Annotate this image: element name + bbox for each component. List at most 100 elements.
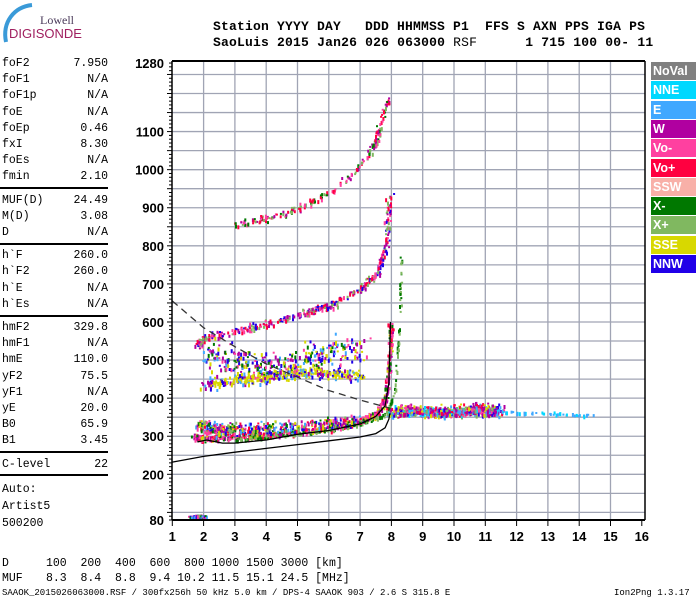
echo-point: [266, 422, 269, 426]
echo-point: [248, 351, 251, 356]
echo-point: [215, 380, 218, 384]
echo-point: [256, 364, 259, 369]
echo-point: [486, 410, 489, 415]
echo-point: [238, 434, 241, 438]
echo-point: [298, 373, 301, 376]
echo-point: [475, 414, 478, 419]
echo-point: [254, 376, 257, 380]
echo-point: [387, 206, 390, 211]
echo-point: [207, 431, 210, 436]
echo-point: [555, 413, 558, 418]
echo-point: [446, 409, 449, 412]
echo-point: [357, 420, 360, 425]
echo-point: [396, 351, 399, 355]
echo-point: [264, 429, 266, 432]
echo-point: [273, 364, 275, 367]
echo-point: [275, 213, 278, 216]
echo-point: [207, 380, 209, 385]
echo-point: [386, 213, 389, 216]
echo-point: [380, 127, 383, 132]
echo-point: [214, 336, 217, 341]
echo-point: [378, 412, 381, 416]
echo-point: [235, 438, 238, 443]
echo-point: [571, 413, 574, 417]
echo-point: [387, 361, 390, 366]
echo-point: [387, 222, 390, 226]
echo-point: [286, 359, 289, 362]
echo-point: [227, 436, 230, 439]
echo-point: [270, 371, 273, 375]
echo-point: [441, 412, 443, 416]
echo-point: [217, 351, 220, 356]
echo-point: [348, 376, 351, 381]
echo-point: [356, 291, 359, 294]
x-tick-label: 3: [231, 529, 238, 544]
echo-point: [391, 336, 394, 339]
echo-point: [384, 385, 387, 389]
echo-point: [386, 369, 389, 373]
echo-point: [323, 359, 326, 364]
echo-point: [459, 406, 462, 410]
echo-point: [245, 366, 248, 369]
echo-point: [341, 177, 344, 180]
echo-point: [218, 333, 221, 338]
param-value: N/A: [87, 281, 108, 295]
echo-point: [315, 350, 318, 353]
echo-point: [466, 408, 469, 413]
echo-point: [324, 307, 326, 310]
file-info: SAAOK_2015026063000.RSF / 300fx256h 50 k…: [2, 588, 451, 598]
echo-point: [333, 352, 336, 355]
echo-point: [395, 413, 398, 418]
echo-point: [235, 375, 238, 380]
echo-point: [565, 413, 568, 417]
echo-point: [459, 413, 462, 418]
echo-point: [243, 351, 245, 356]
echo-point: [244, 383, 247, 388]
echo-point: [272, 423, 275, 426]
echo-point: [382, 258, 385, 262]
echo-point: [214, 384, 217, 388]
echo-point: [329, 427, 332, 432]
echo-point: [361, 350, 364, 353]
echo-point: [326, 346, 329, 349]
echo-point: [327, 376, 330, 381]
echo-point: [354, 418, 357, 422]
echo-point: [254, 364, 257, 368]
echo-point: [296, 425, 299, 429]
echo-point: [333, 189, 336, 193]
echo-point: [378, 258, 381, 261]
echo-point: [491, 413, 494, 417]
echo-point: [283, 316, 286, 320]
echo-point: [292, 423, 295, 427]
echo-point: [234, 374, 237, 378]
divider: [0, 474, 108, 477]
echo-point: [298, 207, 301, 210]
x-tick-label: 11: [478, 529, 492, 544]
echo-point: [217, 426, 220, 431]
echo-point: [268, 325, 270, 328]
echo-point: [350, 414, 353, 418]
param-row: B0 65.9: [2, 417, 108, 433]
echo-point: [256, 434, 259, 438]
echo-point: [370, 421, 373, 423]
echo-point: [271, 424, 274, 429]
echo-point: [377, 408, 380, 412]
echo-point: [304, 355, 307, 359]
echo-point: [208, 382, 211, 386]
echo-point: [223, 425, 225, 428]
echo-point: [357, 376, 360, 378]
echo-point: [381, 401, 383, 406]
echo-point: [391, 398, 394, 401]
echo-point: [307, 358, 310, 363]
echo-point: [330, 347, 333, 352]
echo-point: [245, 433, 248, 436]
echo-point: [337, 422, 340, 425]
echo-point: [375, 138, 378, 141]
echo-point: [219, 435, 222, 438]
echo-point: [239, 374, 242, 379]
echo-point: [212, 342, 215, 346]
digisonde-logo: Lowell DIGISONDE: [0, 0, 82, 45]
echo-point: [218, 386, 221, 390]
echo-point: [253, 429, 256, 433]
echo-point: [257, 377, 260, 382]
